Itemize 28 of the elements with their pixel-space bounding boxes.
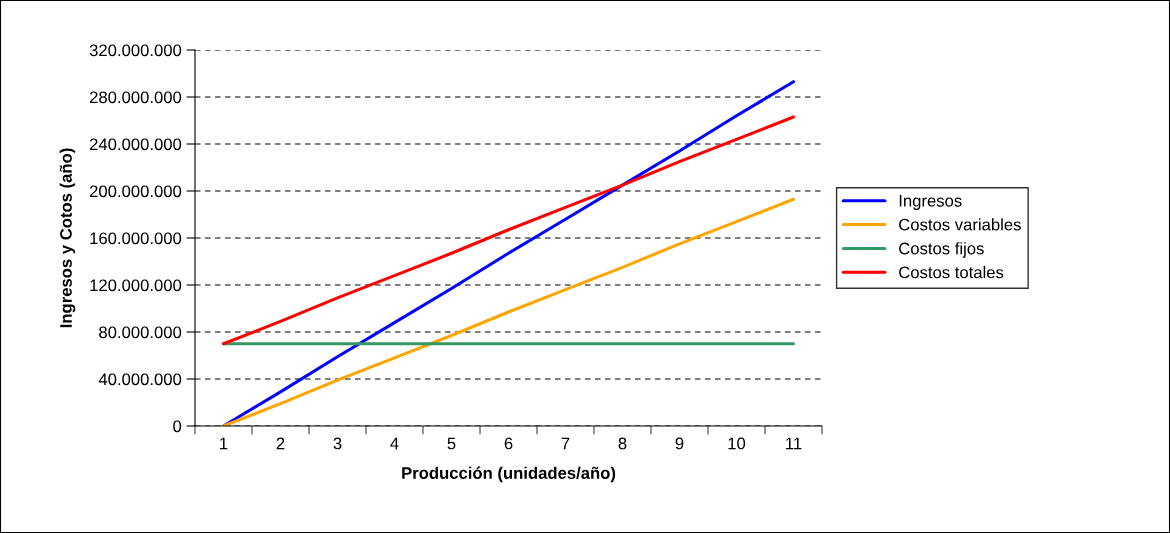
legend-label: Costos fijos xyxy=(899,242,984,258)
x-tick-label: 10 xyxy=(728,437,746,450)
x-tick-label: 6 xyxy=(504,437,513,450)
y-tick-label: 40.000.000 xyxy=(98,373,182,386)
y-axis-title: Ingresos y Cotos (año) xyxy=(59,148,76,328)
y-tick-label: 80.000.000 xyxy=(99,326,182,339)
y-tick-label: 320.000.000 xyxy=(89,44,182,57)
legend-label: Costos variables xyxy=(899,218,1021,231)
x-tick-label: 2 xyxy=(276,437,285,450)
y-tick-label: 200.000.000 xyxy=(89,185,182,198)
line-series xyxy=(221,115,796,346)
x-tick-label: 11 xyxy=(786,437,802,450)
x-tick-label: 8 xyxy=(618,437,627,450)
y-tick-label: 240.000.000 xyxy=(89,138,182,151)
y-tick-label: 160.000.000 xyxy=(90,232,182,245)
x-tick-label: 1 xyxy=(220,437,228,450)
legend-label: Costos totales xyxy=(899,266,1004,279)
x-tick-label: 4 xyxy=(390,437,399,450)
x-tick-label: 9 xyxy=(675,437,684,450)
x-tick-label: 5 xyxy=(447,437,456,450)
y-tick-label: 0 xyxy=(173,420,182,433)
x-tick-label: 3 xyxy=(333,437,342,450)
legend-label: Ingresos xyxy=(899,195,962,210)
y-tick-label: 120.000.000 xyxy=(90,279,182,292)
x-tick-label: 7 xyxy=(561,437,570,450)
line-series xyxy=(221,197,796,426)
y-tick-label: 280.000.000 xyxy=(89,91,182,104)
x-axis-title: Producción (unidades/año) xyxy=(402,466,616,483)
